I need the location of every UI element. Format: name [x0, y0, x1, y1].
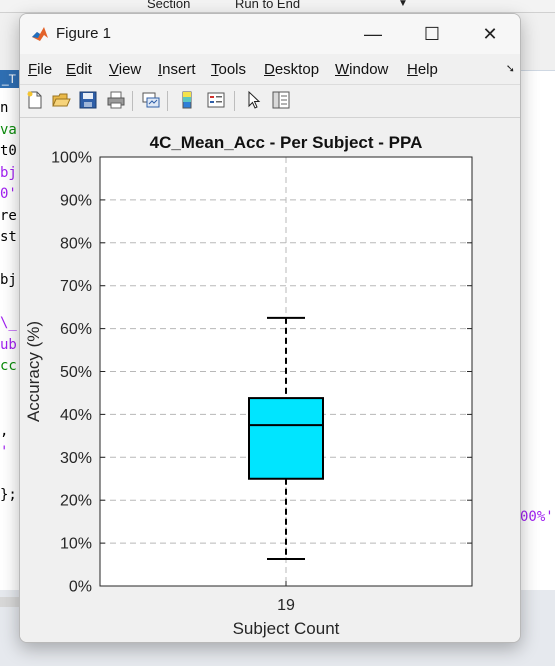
new-figure-icon[interactable] — [25, 90, 45, 110]
close-button[interactable]: ✕ — [482, 24, 498, 44]
x-axis-label: Subject Count — [233, 619, 340, 638]
x-tick-label: 19 — [277, 597, 295, 614]
menu-tools[interactable]: Tools — [211, 61, 247, 78]
dropdown-arrow-icon[interactable]: ▼ — [398, 0, 408, 9]
y-tick-label: 40% — [60, 407, 92, 424]
y-tick-label: 90% — [60, 192, 92, 209]
figure-window: Figure 1 — ☐ ✕ File Edit View Insert Too… — [19, 13, 521, 643]
menu-desktop[interactable]: Desktop — [264, 61, 320, 78]
minimize-button[interactable]: — — [364, 24, 382, 44]
toolbar-separator — [167, 91, 168, 111]
pointer-icon[interactable] — [244, 90, 264, 110]
print-icon[interactable] — [106, 90, 126, 110]
save-icon[interactable] — [78, 90, 98, 110]
code-line: t0 — [0, 143, 17, 159]
menu-edit[interactable]: Edit — [66, 61, 92, 78]
y-tick-label: 0% — [69, 579, 92, 596]
title-bar[interactable]: Figure 1 — ☐ ✕ — [20, 14, 520, 54]
open-file-icon[interactable] — [51, 90, 71, 110]
section-label[interactable]: Section — [147, 0, 191, 11]
dock-arrow-icon[interactable]: ➘ — [505, 63, 515, 75]
toolbar-separator — [132, 91, 133, 111]
menu-help[interactable]: Help — [407, 61, 438, 78]
menu-insert[interactable]: Insert — [158, 61, 196, 78]
window-title: Figure 1 — [56, 25, 112, 42]
legend-icon[interactable] — [206, 90, 226, 110]
maximize-button[interactable]: ☐ — [423, 24, 441, 44]
editor-toolstrip: Section Run to End ▼ — [0, 0, 555, 13]
code-line: 0' — [0, 186, 17, 202]
matlab-logo-icon — [31, 25, 49, 43]
code-line: bj — [0, 164, 17, 181]
figure-toolbar — [20, 84, 520, 118]
code-line: va — [0, 121, 17, 138]
menu-window[interactable]: Window — [335, 61, 389, 78]
horizontal-scrollbar[interactable] — [0, 597, 20, 607]
y-tick-label: 100% — [51, 150, 92, 167]
code-line: n — [0, 100, 9, 116]
editor-tab[interactable]: _T — [0, 70, 24, 88]
toolbar-separator — [234, 91, 235, 111]
code-line: \_ — [0, 315, 17, 331]
code-line: }; — [0, 487, 17, 503]
colorbar-icon[interactable] — [177, 90, 197, 110]
code-line: bj — [0, 272, 17, 288]
link-plot-icon[interactable] — [141, 90, 161, 110]
property-inspector-icon[interactable] — [271, 90, 291, 110]
figure-canvas[interactable]: 0% 10% 20% 30% 40% 50% 60% 70% 80% 90% 100% 19 4C_Me… — [20, 118, 520, 642]
chart-title: 4C_Mean_Acc - Per Subject - PPA — [150, 133, 423, 152]
code-line: ub — [0, 336, 17, 353]
y-tick-label: 10% — [60, 536, 92, 553]
menu-file[interactable]: File — [28, 61, 53, 78]
y-tick-label: 80% — [60, 235, 92, 252]
menu-view[interactable]: View — [109, 61, 142, 78]
code-right-fragment: 00%' — [520, 509, 554, 525]
y-axis-label: Accuracy (%) — [24, 321, 43, 422]
menu-bar: File Edit View Insert Tools Desktop Wind… — [20, 58, 520, 80]
y-tick-label: 50% — [60, 364, 92, 381]
y-tick-label: 60% — [60, 321, 92, 338]
run-to-end-label[interactable]: Run to End — [235, 0, 301, 11]
code-line: cc — [0, 358, 17, 374]
code-line: ' — [0, 444, 9, 460]
y-tick-label: 20% — [60, 493, 92, 510]
y-tick-label: 30% — [60, 450, 92, 467]
y-tick-label: 70% — [60, 278, 92, 295]
box-iqr — [248, 397, 324, 480]
code-line: st — [0, 229, 17, 245]
code-line: re — [0, 207, 17, 224]
code-line: , — [0, 422, 9, 439]
boxplot-chart: 0% 10% 20% 30% 40% 50% 60% 70% 80% 90% 100% 19 4C_Me… — [24, 133, 473, 638]
